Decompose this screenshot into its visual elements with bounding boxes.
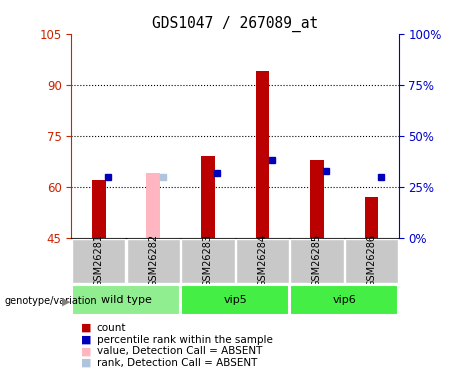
Text: ▶: ▶ (62, 297, 71, 306)
Bar (290, 285, 398, 315)
Text: GSM26281: GSM26281 (94, 234, 104, 287)
Bar (92, 180, 106, 238)
Bar (181, 238, 235, 283)
Text: GSM26286: GSM26286 (366, 234, 377, 287)
Text: ■: ■ (81, 346, 91, 356)
Bar (201, 156, 215, 238)
Text: GSM26283: GSM26283 (203, 234, 213, 287)
Bar (72, 285, 180, 315)
Text: rank, Detection Call = ABSENT: rank, Detection Call = ABSENT (97, 358, 257, 368)
Text: GSM26285: GSM26285 (312, 234, 322, 287)
Bar (310, 160, 324, 238)
Bar (290, 238, 343, 283)
Text: value, Detection Call = ABSENT: value, Detection Call = ABSENT (97, 346, 262, 356)
Text: wild type: wild type (100, 295, 152, 305)
Bar (255, 71, 269, 238)
Bar (365, 197, 378, 238)
Text: percentile rank within the sample: percentile rank within the sample (97, 335, 273, 345)
Text: vip5: vip5 (223, 295, 247, 305)
Bar (181, 285, 289, 315)
Bar (72, 238, 125, 283)
Title: GDS1047 / 267089_at: GDS1047 / 267089_at (152, 16, 318, 32)
Bar (147, 173, 160, 238)
Bar (236, 238, 289, 283)
Text: count: count (97, 323, 126, 333)
Text: ■: ■ (81, 335, 91, 345)
Text: GSM26284: GSM26284 (257, 234, 267, 287)
Text: ■: ■ (81, 323, 91, 333)
Text: vip6: vip6 (332, 295, 356, 305)
Bar (345, 238, 398, 283)
Bar (127, 238, 180, 283)
Text: ■: ■ (81, 358, 91, 368)
Text: genotype/variation: genotype/variation (5, 297, 97, 306)
Text: GSM26282: GSM26282 (148, 234, 158, 287)
